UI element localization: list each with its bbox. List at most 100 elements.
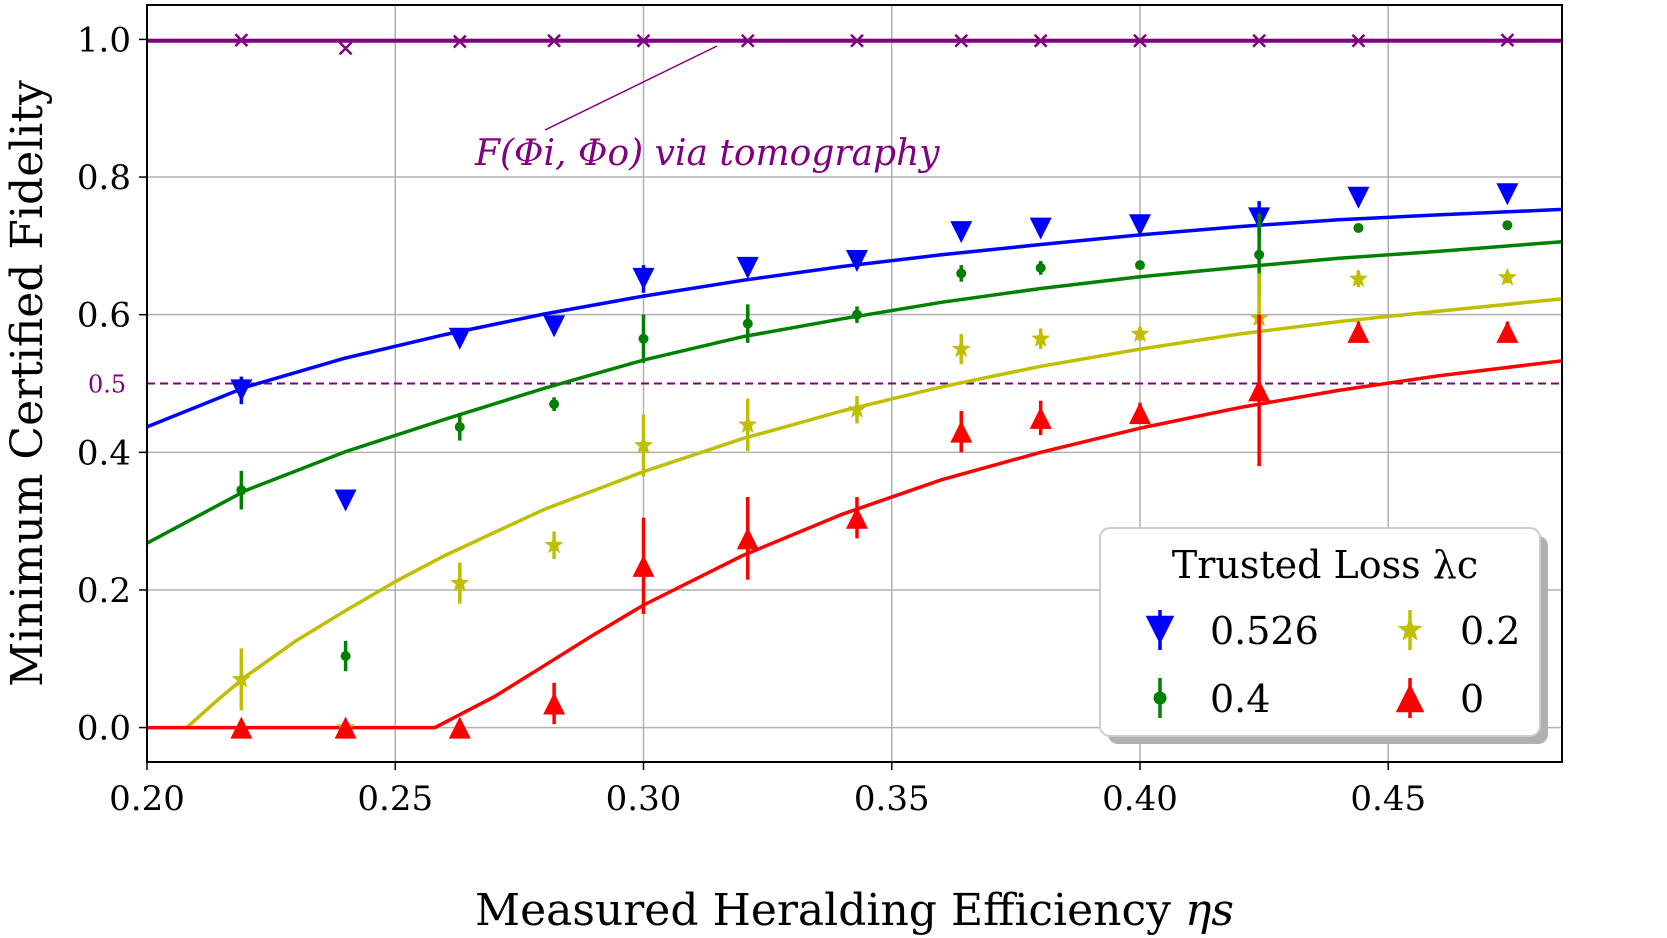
tomography-point	[547, 33, 562, 48]
tick-labels: 0.20 0.25 0.30 0.35 0.40 0.45 0.0 0.2 0.4 0.6 0.8 1…	[77, 20, 1426, 819]
x-axis-title: Measured Heralding Efficiency ηs	[475, 885, 1234, 936]
tomography-point	[740, 33, 755, 48]
data-point-0	[1496, 320, 1519, 343]
data-point-0.2	[738, 414, 758, 433]
tomography-point-stroke	[954, 33, 969, 48]
data-point-0.526	[845, 250, 868, 273]
data-point-0	[1248, 379, 1271, 402]
tomography-point-stroke	[740, 33, 755, 48]
x-axis-title-text: Measured Heralding Efficiency	[475, 885, 1171, 936]
data-point-0	[1029, 406, 1052, 429]
data-point-0.2	[847, 399, 867, 418]
reference-layer	[147, 38, 1562, 385]
data-point-0.4	[340, 651, 351, 662]
x-tick-label: 0.35	[854, 779, 930, 819]
y-axis-title: Minimum Certified Fidelity	[2, 80, 53, 687]
data-point-0	[230, 716, 253, 739]
data-point-0.4	[1035, 262, 1046, 273]
data-point-0.4	[638, 333, 649, 344]
data-point-0.2	[634, 435, 653, 454]
fit-curves	[146, 207, 1563, 730]
data-points	[230, 33, 1519, 739]
legend-label-0: 0	[1460, 677, 1484, 721]
tomography-point-stroke	[1351, 33, 1366, 48]
fit-curve-0	[147, 359, 1563, 730]
x-axis-title-symbol: ηs	[1185, 885, 1234, 936]
legend-items: 0.526 0.2 0.4 0	[1145, 609, 1520, 721]
data-point-0.4	[742, 318, 753, 329]
plot-frame	[146, 4, 1563, 763]
tomography-point-stroke	[1033, 33, 1048, 48]
data-point-0.4	[1134, 260, 1145, 271]
data-point-0.526	[632, 267, 655, 290]
tomography-point	[338, 41, 353, 56]
y-tick-label: 1.0	[77, 20, 131, 60]
data-point-0.2	[231, 669, 251, 688]
tomography-point	[954, 33, 969, 48]
data-point-0.4	[1353, 222, 1364, 233]
data-point-0	[1128, 402, 1151, 425]
legend-label-0.2: 0.2	[1460, 609, 1520, 653]
data-point-0.2	[450, 573, 470, 592]
annotation-leader-line	[544, 45, 718, 131]
data-point-0.2	[1348, 268, 1368, 287]
reference-line-label: 0.5	[88, 371, 126, 399]
tomography-point	[1252, 33, 1267, 48]
tomography-point	[1033, 33, 1048, 48]
data-point-0	[448, 716, 471, 739]
tomography-point-stroke	[636, 33, 651, 48]
y-tick-label: 0.4	[77, 433, 131, 473]
legend-marker-0.2	[1397, 617, 1423, 641]
tomography-point	[1500, 33, 1515, 47]
tomography-point-stroke	[234, 33, 249, 47]
legend-marker-0	[1395, 683, 1425, 713]
fit-curve-0.4	[146, 239, 1563, 545]
data-point-0	[632, 554, 655, 577]
legend-marker-0.526	[1145, 615, 1175, 645]
data-point-0.4	[1502, 220, 1513, 231]
data-point-0.526	[334, 489, 357, 512]
x-tick-label: 0.25	[357, 779, 433, 819]
y-tick-label: 0.0	[77, 709, 131, 749]
x-tick-label: 0.40	[1102, 779, 1178, 819]
legend-marker-0.4	[1153, 691, 1167, 705]
data-point-0.526	[230, 379, 253, 402]
y-tick-label: 0.6	[77, 296, 131, 336]
tomography-point-stroke	[1133, 33, 1147, 48]
data-point-0.2	[1497, 267, 1517, 286]
tomography-point-stroke	[338, 41, 353, 56]
data-point-0	[334, 716, 357, 739]
data-point-0.526	[1128, 214, 1151, 237]
legend-label-0.526: 0.526	[1210, 609, 1319, 653]
data-point-0	[736, 527, 759, 550]
tomography-point-stroke	[547, 33, 562, 48]
legend-box	[1099, 527, 1541, 737]
tomography-point	[452, 34, 467, 49]
data-point-0.2	[951, 339, 971, 358]
data-point-0.526	[1029, 217, 1052, 240]
data-point-0.2	[1031, 328, 1051, 347]
legend: Trusted Loss λc 0.526 0.2 0.4 0	[1099, 527, 1548, 744]
data-point-0	[543, 692, 566, 715]
tomography-point	[1351, 33, 1366, 48]
tomography-point-stroke	[850, 33, 864, 48]
data-point-0.526	[1347, 186, 1370, 209]
data-point-0.4	[454, 421, 465, 432]
data-point-0.4	[1254, 249, 1265, 260]
data-point-0	[845, 506, 868, 529]
data-point-0.4	[851, 309, 862, 320]
x-tick-label: 0.20	[109, 779, 185, 819]
data-point-0	[950, 420, 973, 443]
tomography-point-stroke	[452, 34, 467, 49]
tomography-point-stroke	[1252, 33, 1267, 48]
y-tick-label: 0.8	[77, 158, 131, 198]
tomography-annotation: F(Φi, Φo) via tomography	[474, 133, 940, 174]
data-point-0.2	[1130, 324, 1150, 342]
tomography-point	[1133, 33, 1147, 48]
x-tick-label: 0.30	[606, 779, 682, 819]
tomography-point-stroke	[1500, 33, 1515, 47]
data-point-0.2	[544, 535, 564, 554]
data-point-0.526	[736, 256, 759, 279]
data-point-0.526	[448, 327, 471, 350]
